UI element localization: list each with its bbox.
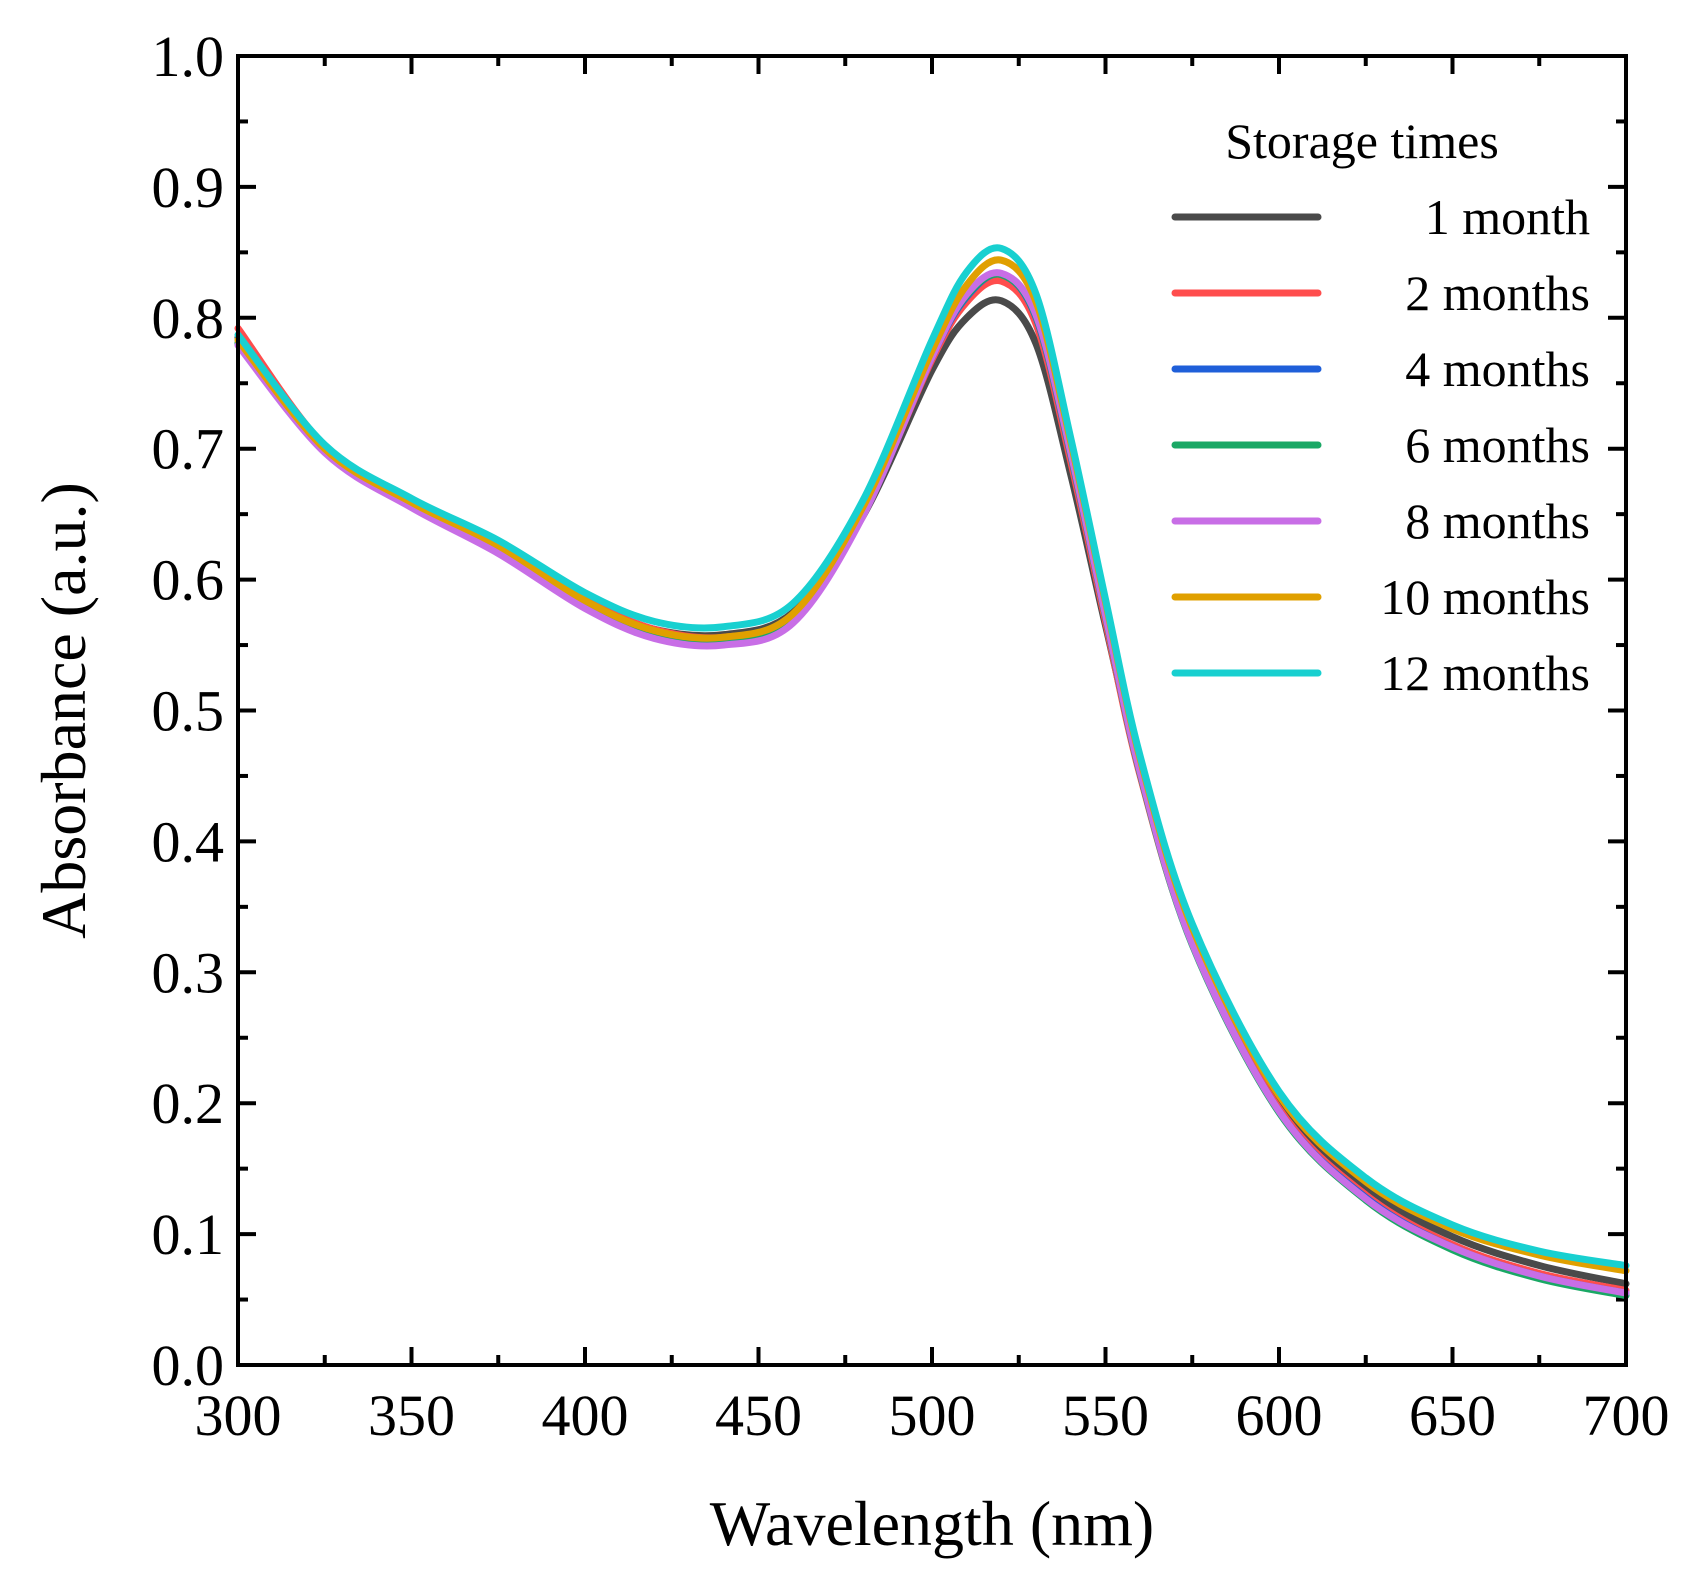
x-axis-title: Wavelength (nm) (710, 1488, 1154, 1559)
y-tick-label: 0.2 (152, 1071, 225, 1136)
y-tick-label: 0.5 (152, 679, 225, 744)
legend-label: 10 months (1380, 569, 1590, 625)
x-tick-label: 450 (715, 1383, 802, 1448)
legend-title: Storage times (1225, 113, 1499, 169)
y-tick-label: 1.0 (152, 24, 225, 89)
y-tick-label: 0.0 (152, 1333, 225, 1398)
legend-label: 6 months (1405, 417, 1590, 473)
plot-frame (238, 56, 1626, 1365)
legend-label: 1 month (1425, 189, 1590, 245)
legend: Storage times 1 month 2 months 4 months 6 m… (1175, 113, 1590, 701)
y-tick-label: 0.3 (152, 940, 225, 1005)
y-tick-label: 0.4 (152, 809, 225, 874)
legend-label: 4 months (1405, 341, 1590, 397)
x-tick-label: 700 (1583, 1383, 1670, 1448)
series-lines (238, 248, 1626, 1296)
y-tick-label: 0.1 (152, 1202, 225, 1267)
y-tick-labels: 0.0 0.1 0.2 0.3 0.4 0.5 0.6 0.7 0.8 0.9 1.0 (152, 24, 225, 1398)
series-line-10-months (238, 260, 1626, 1271)
x-tick-label: 650 (1409, 1383, 1496, 1448)
y-tick-label: 0.6 (152, 548, 225, 613)
y-tick-label: 0.7 (152, 417, 225, 482)
x-tick-label: 350 (368, 1383, 455, 1448)
y-tick-label: 0.8 (152, 286, 225, 351)
x-tick-label: 550 (1062, 1383, 1149, 1448)
absorbance-chart: 300 350 400 450 500 550 600 650 700 0.0 0.1 0.2 0.3… (0, 0, 1695, 1590)
y-tick-label: 0.9 (152, 155, 225, 220)
chart-canvas: 300 350 400 450 500 550 600 650 700 0.00.10.20.3… (0, 0, 1695, 1590)
legend-label: 12 months (1380, 645, 1590, 701)
y-axis-title: Absorbance (a.u.) (28, 482, 99, 939)
legend-label: 2 months (1405, 265, 1590, 321)
axis-ticks (238, 56, 1626, 1365)
legend-label: 8 months (1405, 493, 1590, 549)
x-tick-label: 500 (889, 1383, 976, 1448)
x-tick-label: 600 (1236, 1383, 1323, 1448)
x-tick-label: 400 (542, 1383, 629, 1448)
x-tick-labels: 300 350 400 450 500 550 600 650 700 (195, 1383, 1670, 1448)
series-line-12-months (238, 248, 1626, 1266)
